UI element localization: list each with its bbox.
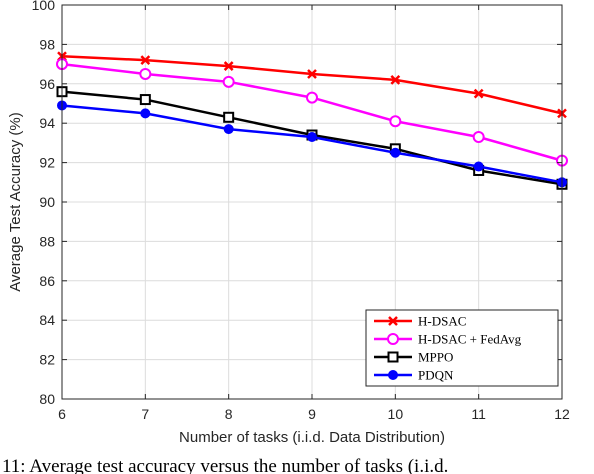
- series-pdqn: [57, 100, 567, 188]
- x-tick-label: 11: [471, 406, 486, 422]
- data-point: [139, 67, 152, 80]
- y-tick-label: 100: [32, 0, 56, 13]
- x-tick-label: 7: [141, 406, 149, 422]
- data-point-stroke: [473, 88, 484, 99]
- x-tick-label: 12: [554, 406, 570, 422]
- legend-marker: [388, 370, 398, 380]
- y-tick-label: 86: [39, 273, 55, 289]
- legend-label: H-DSAC + FedAvg: [418, 332, 522, 347]
- x-axis-label: Number of tasks (i.i.d. Data Distributio…: [179, 429, 445, 446]
- data-point: [306, 91, 318, 104]
- legend: H-DSAC H-DSAC + FedAvg MPPO PDQN: [365, 309, 559, 387]
- legend-label: MPPO: [418, 350, 453, 365]
- data-point: [223, 124, 234, 135]
- y-tick-label: 82: [39, 352, 55, 368]
- y-axis-label: Average Test Accuracy (%): [7, 112, 24, 292]
- data-point: [473, 161, 484, 172]
- y-tick-label: 90: [39, 194, 55, 210]
- y-tick-label: 84: [39, 312, 55, 328]
- series-h-dsac: [57, 51, 567, 119]
- legend-marker-stroke: [388, 316, 398, 326]
- legend-marker: [388, 316, 398, 326]
- data-point: [223, 61, 234, 71]
- data-point-stroke: [307, 69, 317, 79]
- data-point-stroke: [390, 74, 401, 85]
- x-tick-label: 9: [308, 406, 316, 422]
- series-h-dsac-fedavg: [56, 58, 568, 167]
- series-layer: [56, 51, 568, 190]
- data-point: [389, 115, 402, 128]
- legend-item: PDQN: [374, 368, 454, 383]
- data-point: [139, 94, 151, 106]
- y-tick-label: 94: [39, 115, 55, 131]
- data-point: [222, 75, 235, 88]
- legend-label: PDQN: [418, 368, 454, 383]
- figure-caption: 11: Average test accuracy versus the num…: [2, 456, 448, 474]
- data-point: [472, 130, 485, 143]
- legend-item: H-DSAC + FedAvg: [374, 332, 522, 347]
- x-tick-label: 6: [58, 406, 66, 422]
- y-tick-label: 80: [39, 391, 55, 407]
- data-point: [140, 55, 151, 66]
- y-tick-label: 98: [39, 36, 55, 52]
- data-point: [473, 88, 484, 99]
- legend-box: [365, 309, 559, 387]
- legend-marker: [387, 333, 399, 345]
- data-point: [390, 74, 401, 85]
- legend-label: H-DSAC: [418, 314, 466, 329]
- data-point: [307, 69, 317, 79]
- data-point-stroke: [140, 55, 151, 66]
- data-point: [140, 108, 151, 119]
- x-tick-label: 10: [388, 406, 404, 422]
- data-point-stroke: [223, 61, 234, 71]
- x-tick-label: 8: [225, 406, 233, 422]
- tick-layer: 6 7 8 9 10 11 12 80 82 84 86 88 90 92 94 96 98 100: [32, 0, 570, 422]
- y-tick-label: 88: [39, 233, 55, 249]
- legend-item: MPPO: [374, 350, 453, 365]
- y-tick-label: 96: [39, 76, 55, 92]
- y-tick-label: 92: [39, 155, 55, 171]
- data-point: [307, 131, 317, 142]
- data-point: [390, 147, 401, 158]
- legend-marker: [387, 351, 399, 363]
- legend-item: H-DSAC: [374, 314, 466, 329]
- data-point: [223, 111, 235, 123]
